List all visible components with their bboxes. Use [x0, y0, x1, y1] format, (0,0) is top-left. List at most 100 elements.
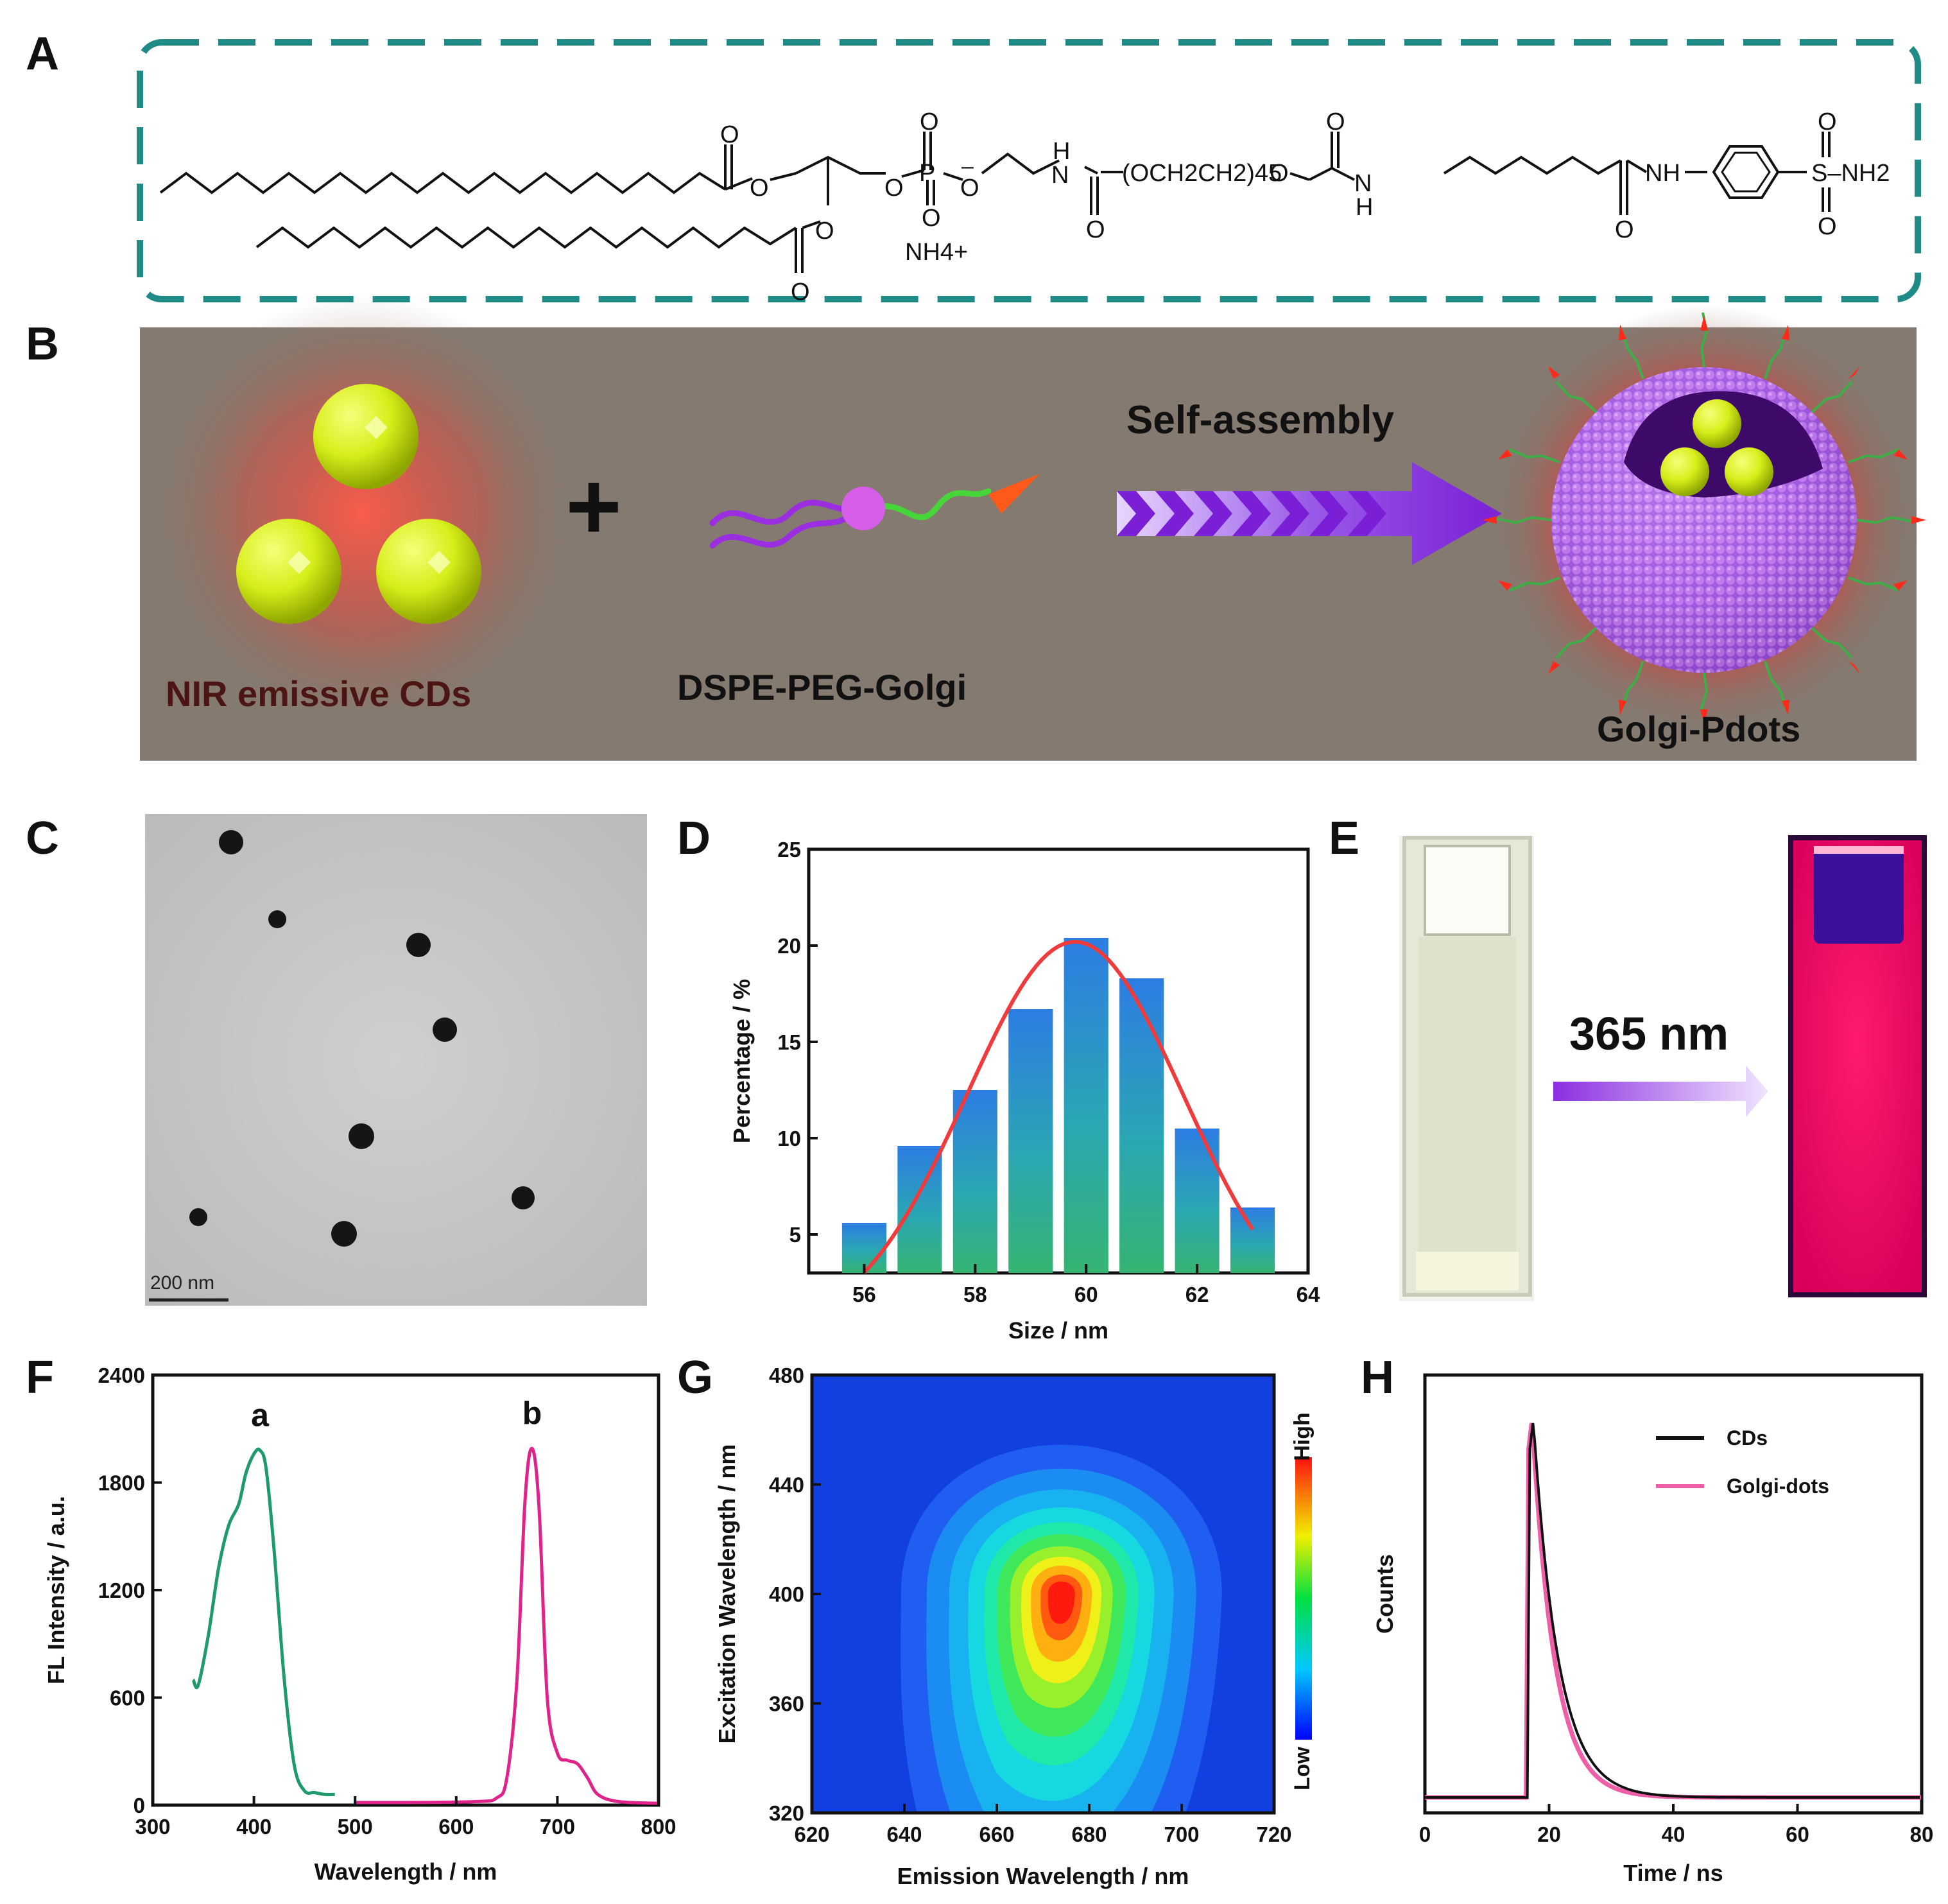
carbonyl-o-top: O [720, 121, 739, 148]
legend-label-CDs: CDs [1727, 1426, 1768, 1450]
peg-unit: (OCH2CH2)45 [1122, 160, 1282, 187]
phosphate-o-bottom: O [922, 205, 941, 232]
plot-frame-h [1423, 1373, 1924, 1815]
histogram-bar [1064, 938, 1108, 1273]
y-tick-label-g: 440 [769, 1473, 804, 1497]
cuvette-daylight [1402, 836, 1532, 1297]
y-tick-label-d: 25 [777, 838, 801, 861]
panel-f-fl-spectra: Wavelength / nm FL Intensity / a.u. a b 30… [43, 1363, 677, 1885]
panel-b-scheme: NIR emissive CDs + DSPE-PEG-Golgi Sel [140, 295, 1926, 761]
spectrum-line-b [355, 1446, 659, 1805]
panel-label-e: E [1329, 813, 1359, 864]
x-tick-label-h: 0 [1419, 1822, 1431, 1846]
x-axis-label-h: Time / ns [1623, 1860, 1723, 1886]
acyl-chain-upper [159, 171, 727, 195]
y-tick-label-g: 400 [769, 1582, 804, 1606]
y-tick-label-g: 320 [769, 1801, 804, 1825]
dspe-peg-golgi-molecule [709, 474, 1040, 549]
carbon-dot-top [313, 384, 418, 489]
panel-label-a: A [26, 28, 59, 80]
self-assembly-arrow [1117, 462, 1502, 565]
y-tick-label-f: 0 [134, 1794, 145, 1817]
carbamate-o-bottom: O [1086, 216, 1105, 243]
plus-sign: + [565, 452, 622, 560]
x-tick-label-g: 700 [1164, 1822, 1199, 1846]
label-golgi-pdots: Golgi-Pdots [1597, 709, 1800, 749]
label-self-assembly: Self-assembly [1126, 398, 1395, 442]
label-365nm: 365 nm [1569, 1008, 1728, 1060]
uv-arrow [1553, 1066, 1768, 1117]
plot-frame-f [151, 1373, 660, 1807]
ester-o: O [750, 175, 769, 202]
y-axis-label-f: FL Intensity / a.u. [43, 1496, 69, 1684]
label-nir-cds: NIR emissive CDs [166, 673, 471, 714]
curve-label-b: b [522, 1395, 542, 1431]
histogram-bar [1119, 978, 1164, 1273]
panel-c-tem: 200 nm [145, 814, 647, 1306]
x-axis-label-g: Emission Wavelength / nm [897, 1863, 1189, 1889]
panel-a-structure: O O O O O O P O O – H N O (OCH2CH2)45 O … [137, 39, 1921, 306]
carbamate-n: N [1051, 162, 1069, 189]
phosphate-o-right: O [960, 175, 979, 202]
ether-o: O [1270, 160, 1289, 187]
nir-glow [144, 295, 581, 732]
tem-particle [349, 1123, 374, 1149]
panel-label-h: H [1361, 1352, 1394, 1403]
histogram-bar [1175, 1129, 1220, 1273]
phosphate-o-left: O [884, 175, 904, 202]
tem-particle [268, 910, 286, 928]
panel-g-eem-heatmap: High Low Emission Wavelength / nm Excita… [714, 1363, 1314, 1889]
amide-o-top: O [1326, 108, 1345, 135]
decay-line-CDs [1425, 1423, 1920, 1799]
x-tick-label-f: 300 [135, 1815, 170, 1839]
acyl-chain-lower [255, 226, 797, 249]
phosphate-minus: – [961, 154, 974, 178]
heatmap-contour [1047, 1581, 1075, 1624]
y-tick-label-f: 2400 [98, 1363, 145, 1387]
x-tick-label-d: 58 [963, 1283, 987, 1306]
y-tick-label-g: 360 [769, 1692, 804, 1716]
colorbar-low-label: Low [1290, 1746, 1314, 1790]
tem-particle [219, 830, 243, 854]
carbonyl-o-bottom: O [791, 279, 810, 306]
tem-particle [512, 1186, 535, 1209]
cuvette-uv [1788, 835, 1927, 1297]
y-tick-label-f: 600 [110, 1686, 145, 1710]
x-tick-label-g: 720 [1256, 1822, 1291, 1846]
x-axis-label-d: Size / nm [1008, 1317, 1108, 1344]
colorbar [1295, 1457, 1312, 1740]
x-tick-label-f: 600 [438, 1815, 474, 1839]
x-tick-label-g: 620 [794, 1822, 829, 1846]
panel-label-g: G [677, 1352, 713, 1403]
phosphorus: P [919, 160, 935, 187]
x-tick-label-f: 700 [540, 1815, 575, 1839]
x-tick-label-f: 500 [338, 1815, 373, 1839]
x-tick-label-g: 660 [979, 1822, 1014, 1846]
decay-line-Golgi-dots [1425, 1423, 1921, 1800]
spectrum-line-a [191, 1448, 335, 1796]
y-axis-label-g: Excitation Wavelength / nm [714, 1444, 740, 1744]
decay-curves [1425, 1423, 1921, 1800]
tem-particle [331, 1221, 357, 1247]
panel-label-b: B [26, 318, 59, 370]
tem-particle [189, 1208, 207, 1226]
tem-particle [406, 933, 431, 957]
aryl-nh: NH [1645, 160, 1680, 187]
sulfonamide: S–NH2 [1811, 160, 1890, 187]
panel-d-size-chart: Size / nm Percentage / % 56 58 60 62 64 5 10 15… [728, 838, 1320, 1344]
histogram-bar [952, 1090, 997, 1273]
x-tick-label-d: 62 [1185, 1283, 1209, 1306]
plot-frame-d [807, 847, 1310, 1275]
panel-label-c: C [26, 813, 59, 864]
carbon-dot-right [376, 519, 481, 624]
y-tick-label-d: 20 [777, 934, 801, 958]
golgi-pdot [1482, 305, 1926, 735]
tem-background [145, 814, 647, 1306]
amide-h: H [1356, 194, 1373, 221]
ammonium-counterion: NH4+ [905, 239, 968, 266]
panel-label-f: F [26, 1352, 54, 1403]
curve-label-a: a [251, 1397, 270, 1433]
sulfonyl-o-bottom: O [1818, 213, 1837, 240]
dashed-frame [137, 39, 1921, 302]
